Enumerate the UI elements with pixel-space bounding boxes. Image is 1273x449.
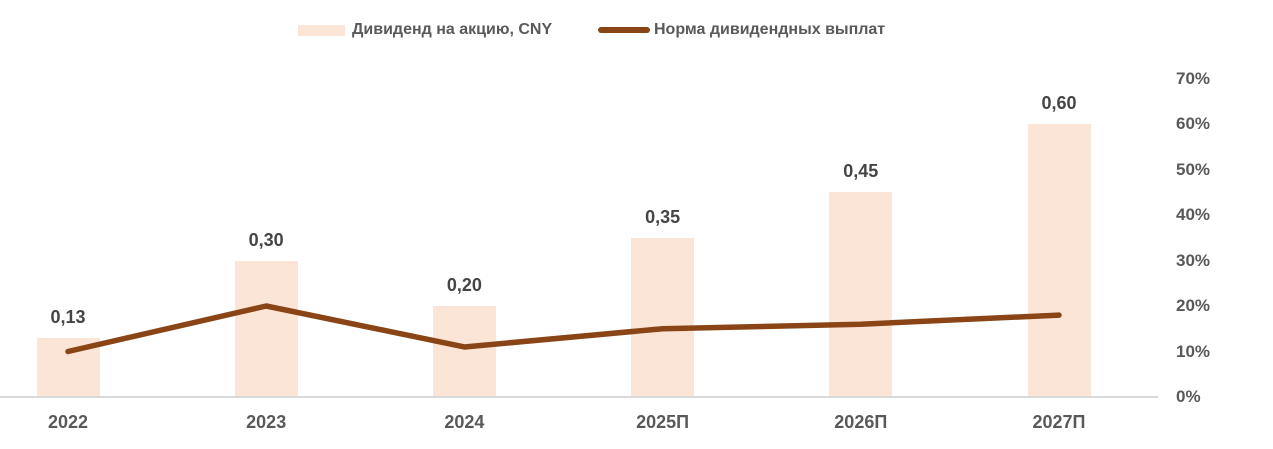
line-series-swatch-icon xyxy=(598,27,650,33)
right-axis-tick-60: 60% xyxy=(1176,114,1211,133)
right-axis-tick-20: 20% xyxy=(1176,296,1211,315)
bar-value-label: 0,60 xyxy=(1041,93,1077,113)
right-axis-tick-40: 40% xyxy=(1176,205,1211,224)
bar-value-label: 0,13 xyxy=(50,306,86,327)
bar-2027П xyxy=(1027,124,1091,397)
x-axis-line xyxy=(0,396,1158,398)
right-axis-tick-10: 10% xyxy=(1176,341,1211,361)
right-axis-tick-0: 0% xyxy=(1176,387,1201,406)
legend-label-payout-ratio: Норма дивидендных выплат xyxy=(654,21,886,38)
bar-series-swatch-icon xyxy=(298,24,345,36)
bar-2024 xyxy=(432,306,496,397)
bar-value-label: 0,30 xyxy=(248,229,284,250)
bar-value-label: 0,20 xyxy=(446,275,482,295)
x-axis-label-2024: 2024 xyxy=(444,412,485,432)
bar-2025П xyxy=(631,237,695,397)
x-axis-label-2025П: 2025П xyxy=(636,412,690,432)
bar-value-label: 0,45 xyxy=(843,161,879,182)
bar-value-label: 0,35 xyxy=(645,206,681,227)
legend-label-dividend-per-share: Дивиденд на акцию, CNY xyxy=(352,21,553,38)
bar-2026П xyxy=(829,192,893,397)
x-axis-label-2027П: 2027П xyxy=(1032,412,1086,432)
right-axis-tick-70: 70% xyxy=(1176,68,1211,88)
x-axis-label-2023: 2023 xyxy=(246,412,287,432)
right-axis-tick-50: 50% xyxy=(1176,159,1211,179)
right-axis-tick-30: 30% xyxy=(1176,250,1211,270)
legend-item-dividend-per-share: Дивиденд на акцию, CNY xyxy=(298,18,552,42)
x-axis-label-2026П: 2026П xyxy=(834,412,888,432)
x-axis-label-2022: 2022 xyxy=(47,412,89,432)
legend-item-payout-ratio: Норма дивидендных выплат xyxy=(598,18,885,42)
bar-2023 xyxy=(234,260,298,397)
